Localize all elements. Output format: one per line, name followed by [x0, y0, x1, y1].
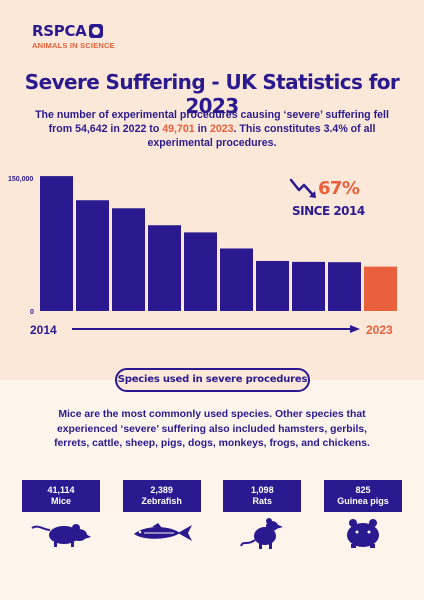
bar-2016 — [112, 208, 145, 311]
species-section: Species used in severe procedures Mice a… — [0, 368, 424, 600]
species-card-guinea-pigs: 825 Guinea pigs — [323, 480, 402, 554]
species-card-mice: 41,114 Mice — [22, 480, 100, 554]
summary-text: The number of experimental procedures ca… — [30, 108, 394, 150]
species-card-rats: 1,098 Rats — [223, 480, 302, 554]
y-tick-label-zero: 0 — [30, 309, 34, 316]
species-card-zebrafish: 2,389 Zebrafish — [122, 480, 201, 554]
bar-2019 — [220, 248, 253, 311]
bar-2023 — [364, 266, 397, 311]
summary-part-1: The number of experimental procedures ca… — [35, 109, 389, 135]
down-trend-arrow-icon — [289, 178, 316, 198]
guinea-pig-icon — [346, 519, 379, 548]
species-name: Mice — [50, 496, 71, 506]
x-end-label: 2023 — [366, 323, 393, 337]
logo-name: RSPCA — [32, 22, 87, 40]
species-name: Zebrafish — [141, 496, 182, 506]
species-cards: 41,114 Mice 2,389 Zebrafish — [22, 480, 402, 554]
bar-2015 — [76, 200, 109, 311]
bar-2022 — [328, 262, 361, 311]
x-start-label: 2014 — [30, 323, 57, 337]
zebrafish-icon — [133, 523, 192, 541]
bar-2021 — [292, 261, 325, 311]
logo-tagline: ANIMALS IN SCIENCE — [32, 41, 115, 50]
bar-2018 — [184, 232, 217, 311]
summary-year: 2023 — [209, 123, 234, 135]
species-count: 41,114 — [47, 485, 75, 495]
species-description: Mice are the most commonly used species.… — [54, 409, 370, 449]
summary-part-3: . This constitutes 3.4% of all experimen… — [147, 123, 376, 149]
page-title: Severe Suffering - UK Statistics for 202… — [24, 70, 400, 118]
species-count: 825 — [355, 485, 371, 495]
summary-part-2: in — [194, 123, 210, 135]
bar-2014 — [40, 176, 73, 311]
rat-icon — [240, 518, 284, 549]
logo-badge-icon — [89, 24, 104, 38]
species-count: 1,098 — [251, 485, 274, 495]
summary-value-2023: 49,701 — [162, 123, 195, 135]
timeline-arrow-head-icon — [350, 325, 360, 333]
species-name: Rats — [252, 496, 273, 506]
bar-2020 — [256, 260, 289, 311]
species-name: Guinea pigs — [337, 496, 389, 506]
severe-suffering-bar-chart: 150,000 0 2014 2023 — [8, 176, 397, 337]
bar-2017 — [148, 225, 181, 311]
y-tick-label-max: 150,000 — [8, 176, 33, 183]
mouse-icon — [31, 524, 91, 547]
rspca-logo: RSPCA ANIMALS IN SCIENCE — [32, 22, 115, 50]
species-count: 2,389 — [150, 485, 173, 495]
reduction-percent: 67% — [318, 178, 360, 199]
species-heading: Species used in severe procedures — [115, 368, 310, 392]
since-label: SINCE 2014 — [292, 204, 365, 218]
